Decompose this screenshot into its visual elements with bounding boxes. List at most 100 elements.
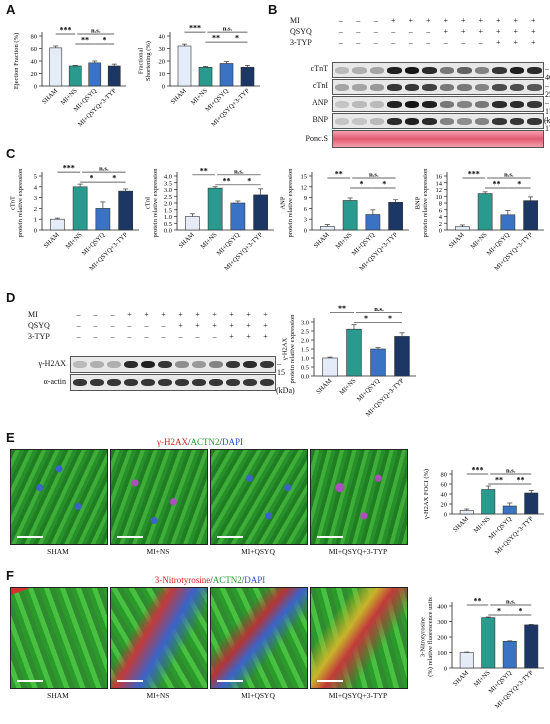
category-label: SHAM [452,515,470,533]
significance-label: * [360,180,364,189]
micrograph [110,587,208,689]
micrograph-label: MI+QSYQ+3-TYP [328,547,388,556]
category-label: MI+NS [473,669,492,688]
y-tick-label: 2.0 [301,338,309,345]
scale-bar [17,680,43,682]
y-tick-label: 4 [34,184,38,191]
blot-band [334,66,349,74]
y-axis-label: cTnIprotein relative expression [145,168,160,238]
significance-label: ** [338,304,346,313]
panel-letter-d: D [6,290,16,305]
treatment-sign: + [513,27,518,36]
y-tick-label: 3.0 [164,187,172,194]
y-tick-label: 3.5 [164,180,172,187]
micrograph [10,449,108,545]
bar [455,226,470,231]
blot-band [474,117,489,125]
blot-band [404,117,419,125]
y-tick-label: 3 [304,217,307,224]
blot-band [474,83,489,91]
chart-h2ax-foci: 0 20 40 60 80 γ-H2AX FOCI (%) SHAM MI+NSMI+QSYQ… [423,466,544,556]
y-tick-label: 0 [162,84,165,91]
blot-band [492,100,507,108]
y-tick-label: 20 [159,59,166,66]
treatment-sign: – [391,38,396,47]
kda-marker: –17 [545,98,550,116]
protein-label: α-actin [43,376,66,386]
blot-band [225,360,240,369]
treatment-sign: – [408,27,413,36]
treatment-sign: + [495,38,501,47]
blot-band [334,100,349,108]
y-axis-label: γ-H2AX FOCI (%) [423,469,430,520]
significance-label: ** [474,597,482,606]
micrograph-label: MI+QSYQ [241,547,275,556]
blot-band [404,100,419,108]
bar [72,186,88,231]
blot-band [369,100,384,108]
treatment-sign: – [373,27,378,36]
protein-label: cTnT [310,64,328,73]
panel-letter-f: F [6,568,14,583]
y-tick-label: 0.0 [164,228,172,235]
treatment-sign: – [127,321,132,330]
bar [320,226,335,231]
stain-e-title: γ-H2AX/ACTN2/DAPI [120,437,280,447]
scale-bar [117,680,143,682]
category-label: MI+NS [200,231,219,250]
treatment-sign: + [144,310,149,319]
significance-label: *** [63,164,75,173]
y-tick-label: 1 [34,217,37,224]
y-axis-label: BNPprotein relative expression [415,168,430,238]
category-label: MI+NS [470,231,489,250]
bar [477,193,493,231]
blot-band [259,360,274,369]
blot-band [72,378,87,387]
micrograph [10,587,108,689]
treatment-sign: – [127,332,132,341]
y-tick-label: 10 [159,71,166,78]
treatment-sign: – [373,16,378,25]
panel-letter-e: E [6,430,15,445]
protein-label: BNP [312,115,328,124]
blot-band [492,66,507,74]
treatment-sign: – [338,27,343,36]
significance-label: n.s. [374,306,384,313]
blot-band [457,100,472,108]
treatment-sign: – [212,332,217,341]
stain-f-title-part: / [241,575,245,585]
blot-band [157,378,172,387]
y-tick-label: 0 [34,228,37,235]
blot-band [352,117,367,125]
treatment-sign: + [263,310,268,319]
blot-band [509,100,524,108]
protein-label: cTnI [312,81,328,90]
blot-band [259,378,274,387]
treatment-sign: – [76,321,81,330]
blot-band [352,66,367,74]
y-tick-label: 80 [31,34,38,41]
stain-e-title-part: / [187,437,191,447]
category-label: SHAM [315,377,333,395]
treatment-sign: + [263,321,268,330]
category-label: SHAM [43,231,61,249]
treatment-sign: + [478,16,483,25]
significance-label: * [90,174,94,183]
significance-label: n.s. [369,172,379,179]
kda-marker: –25 [545,81,550,99]
bar [370,348,386,377]
significance-label: ** [223,176,231,185]
treatment-sign: – [93,321,98,330]
treatment-sign: + [195,321,200,330]
treatment-sign: + [246,310,251,319]
treatment-sign: + [460,16,466,25]
y-tick-label: 4 [439,214,443,221]
blot-band [457,66,472,74]
scale-bar [317,680,343,682]
y-tick-label: 1.5 [164,207,172,214]
significance-label: * [112,174,116,183]
treatment-sign: + [495,16,501,25]
significance-label: * [382,180,386,189]
significance-label: n.s. [91,28,101,35]
micrograph-label: MI+NS [146,547,170,556]
